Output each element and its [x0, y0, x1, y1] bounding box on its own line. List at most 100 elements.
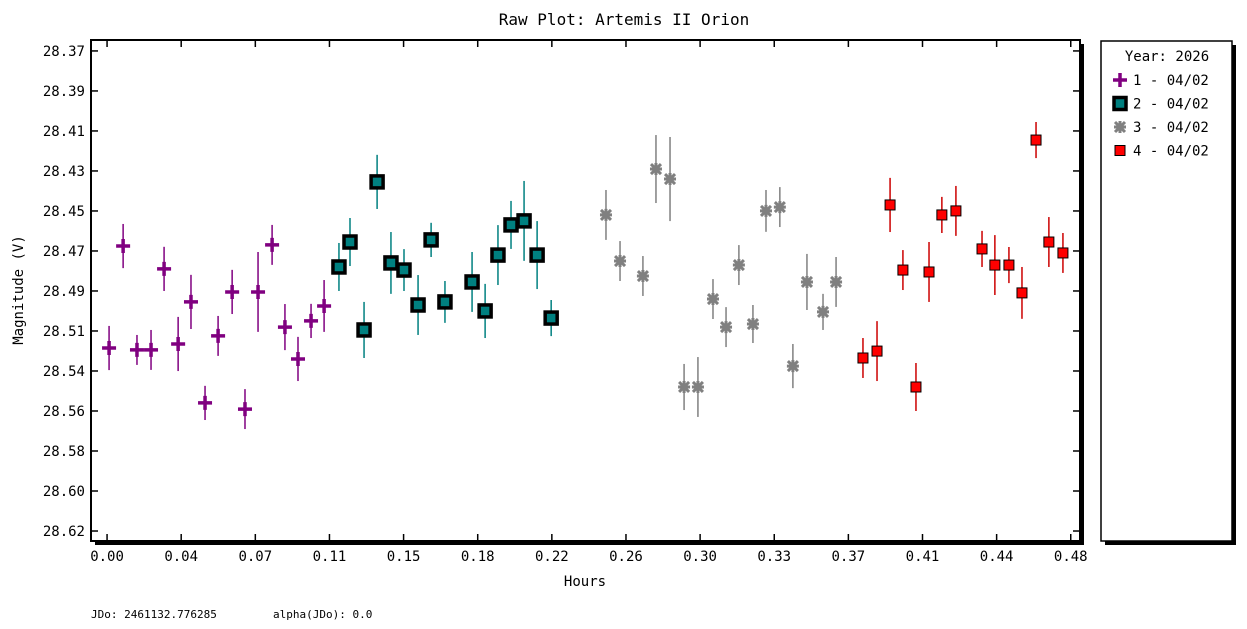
legend-marker-2 — [1112, 95, 1128, 112]
x-tick-label: 0.41 — [906, 549, 940, 565]
x-tick-label: 0.44 — [980, 549, 1014, 565]
data-point — [317, 298, 332, 313]
y-tick-label: 28.47 — [43, 244, 85, 260]
y-tick-label: 28.51 — [43, 324, 85, 340]
y-tick-label: 28.60 — [43, 484, 85, 500]
data-point — [719, 321, 733, 334]
data-point — [1016, 287, 1028, 299]
legend-title: Year: 2026 — [1125, 49, 1209, 65]
data-point — [516, 213, 532, 229]
data-point — [144, 342, 159, 357]
y-tick-label: 28.37 — [43, 44, 85, 60]
data-point — [663, 172, 677, 186]
data-point — [786, 360, 799, 373]
y-tick-label: 28.43 — [43, 164, 85, 180]
data-point — [129, 342, 144, 357]
x-tick-label: 0.48 — [1054, 549, 1088, 565]
data-point — [871, 345, 883, 357]
data-point — [936, 209, 948, 221]
x-tick-label: 0.37 — [832, 549, 866, 565]
footer-jdo: JDo: 2461132.776285 — [91, 608, 217, 621]
data-point — [599, 208, 613, 221]
data-point — [773, 201, 786, 214]
data-point — [503, 217, 519, 233]
data-point — [171, 336, 186, 351]
data-point — [225, 284, 240, 299]
data-point — [910, 381, 922, 393]
data-point — [383, 255, 399, 271]
data-point — [678, 380, 691, 394]
footer-alpha: alpha(JDo): 0.0 — [273, 608, 372, 621]
plot-area — [90, 39, 1081, 542]
y-axis: 28.37 28.39 28.41 28.43 28.45 28.47 28.49 28.51… — [43, 44, 1080, 540]
y-axis-label: Magnitude (V) — [11, 235, 27, 345]
data-point — [290, 351, 305, 366]
x-tick-label: 0.07 — [238, 549, 272, 565]
y-tick-label: 28.56 — [43, 404, 85, 420]
data-point — [1057, 247, 1069, 259]
data-point — [423, 232, 439, 248]
data-point — [1043, 236, 1055, 248]
data-point — [543, 310, 559, 326]
data-point — [857, 352, 869, 364]
legend-label: 1 - 04/02 — [1133, 73, 1209, 89]
data-point — [211, 328, 226, 343]
data-point — [989, 259, 1001, 271]
x-tick-label: 0.11 — [313, 549, 347, 565]
y-tick-label: 28.58 — [43, 444, 85, 460]
data-point — [529, 247, 545, 263]
data-point — [342, 234, 358, 250]
data-point — [884, 199, 896, 211]
legend-marker-3 — [1113, 120, 1127, 134]
y-tick-label: 28.49 — [43, 284, 85, 300]
legend-items: 1 - 04/02 2 - 04/02 3 - 04/02 4 - 04/02 — [1112, 73, 1209, 160]
legend-marker-1 — [1113, 73, 1127, 87]
data-point — [116, 239, 131, 254]
data-point — [102, 341, 117, 356]
data-point — [237, 402, 252, 417]
legend — [1100, 40, 1233, 542]
data-point — [759, 204, 773, 217]
data-point — [356, 322, 372, 338]
data-point — [396, 262, 412, 278]
data-point — [649, 162, 663, 176]
data-point — [277, 320, 292, 335]
x-tick-label: 0.26 — [609, 549, 643, 565]
legend-marker-4 — [1114, 145, 1126, 156]
y-tick-label: 28.41 — [43, 124, 85, 140]
x-axis: 0.00 0.04 0.07 0.11 0.15 0.18 0.22 0.26 0.30 0.33… — [90, 40, 1088, 565]
data-point — [746, 317, 760, 331]
data-point — [706, 292, 720, 306]
y-tick-label: 28.54 — [43, 364, 85, 380]
series-4 — [857, 121, 1069, 411]
x-tick-label: 0.22 — [535, 549, 569, 565]
data-point — [198, 395, 213, 410]
data-point — [923, 266, 935, 278]
data-point — [800, 275, 814, 289]
data-point — [464, 274, 480, 290]
data-point — [410, 297, 426, 313]
x-tick-label: 0.00 — [90, 549, 124, 565]
legend-label: 3 - 04/02 — [1133, 120, 1209, 136]
data-point — [331, 259, 347, 275]
data-point — [691, 380, 704, 394]
x-tick-label: 0.18 — [461, 549, 495, 565]
series-2 — [331, 154, 559, 358]
data-point — [636, 269, 649, 283]
series-3 — [599, 135, 843, 417]
data-point — [304, 313, 319, 328]
y-tick-label: 28.45 — [43, 204, 85, 220]
x-axis-label: Hours — [564, 574, 606, 590]
data-marks — [102, 121, 1069, 430]
data-point — [732, 258, 745, 272]
y-tick-label: 28.62 — [43, 524, 85, 540]
data-point — [437, 294, 453, 310]
x-tick-label: 0.30 — [683, 549, 717, 565]
data-point — [369, 174, 385, 190]
data-point — [477, 303, 493, 319]
data-point — [157, 261, 172, 276]
data-point — [613, 254, 627, 268]
data-point — [183, 294, 198, 309]
data-point — [251, 284, 266, 299]
